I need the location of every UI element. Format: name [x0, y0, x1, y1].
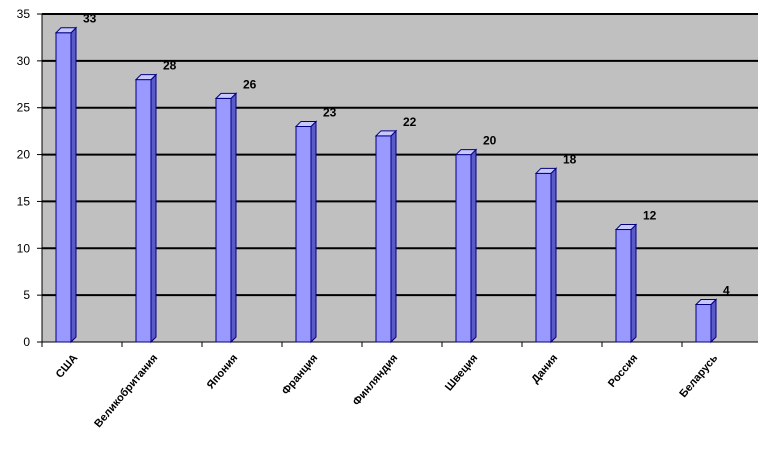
- bar-top: [134, 74, 158, 81]
- y-tick-label: 10: [17, 241, 31, 255]
- bar: [694, 298, 718, 344]
- bar-side: [630, 223, 637, 344]
- bar-front: [455, 154, 472, 343]
- y-tick-label: 35: [17, 7, 31, 21]
- data-label: 22: [403, 115, 417, 129]
- bar-front: [535, 172, 552, 343]
- bar-top: [294, 120, 318, 127]
- bars: [54, 26, 718, 344]
- category-label: Великобритания: [92, 352, 160, 430]
- bar-side: [710, 298, 717, 344]
- category-label: Франция: [280, 352, 321, 397]
- category-label: Япония: [205, 352, 241, 391]
- bar-front: [135, 79, 152, 343]
- bar-front: [215, 97, 232, 343]
- bar-side: [70, 26, 77, 344]
- bar: [454, 148, 478, 344]
- data-label: 33: [83, 12, 97, 26]
- bar-side: [470, 148, 477, 344]
- bar-side: [390, 129, 397, 344]
- y-tick-label: 25: [17, 101, 31, 115]
- bar-side: [230, 92, 237, 344]
- category-label: Беларусь: [677, 352, 720, 400]
- y-tick-label: 0: [23, 335, 30, 349]
- category-labels: США Великобритания Япония Франция Финляндия Ш…: [54, 352, 721, 430]
- data-label: 4: [723, 284, 730, 298]
- bar-top: [454, 149, 478, 156]
- category-label: США: [54, 352, 81, 380]
- bar: [614, 223, 638, 344]
- bar-front: [375, 135, 392, 343]
- gridlines: [42, 13, 758, 297]
- bar-top: [614, 224, 638, 231]
- y-tick-label: 5: [23, 288, 30, 302]
- bar-front: [55, 32, 72, 343]
- bar-side: [310, 120, 317, 344]
- bar: [214, 92, 238, 344]
- category-label: Швеция: [443, 352, 480, 393]
- category-label: Финляндия: [351, 352, 401, 408]
- bar-top: [374, 130, 398, 137]
- bar-top: [694, 299, 718, 306]
- y-tick-label: 20: [17, 148, 31, 162]
- bar: [534, 167, 558, 344]
- bar-top: [54, 27, 78, 34]
- bar: [374, 129, 398, 344]
- axes: 0 5 10 15 20 25 30 35: [17, 7, 758, 349]
- bar-front: [695, 304, 712, 343]
- bar: [54, 26, 78, 344]
- category-label: Дания: [529, 352, 560, 386]
- y-tick-label: 30: [17, 54, 31, 68]
- bar-side: [550, 167, 557, 344]
- category-label: Россия: [606, 352, 640, 390]
- y-tick-label: 15: [17, 194, 31, 208]
- bar-front: [295, 125, 312, 343]
- bar: [294, 120, 318, 344]
- data-label: 26: [243, 77, 257, 91]
- bar-top: [214, 92, 238, 99]
- bar-front: [615, 229, 632, 343]
- data-label: 20: [483, 134, 497, 148]
- plot-area-background: [42, 14, 758, 342]
- data-label: 23: [323, 105, 337, 119]
- data-label: 12: [643, 209, 657, 223]
- data-label: 18: [563, 152, 577, 166]
- bar-side: [150, 73, 157, 344]
- bar: [134, 73, 158, 344]
- bar-top: [534, 167, 558, 174]
- data-label: 28: [163, 59, 177, 73]
- data-labels: 33 28 26 23 22 20 18 12 4: [83, 12, 730, 298]
